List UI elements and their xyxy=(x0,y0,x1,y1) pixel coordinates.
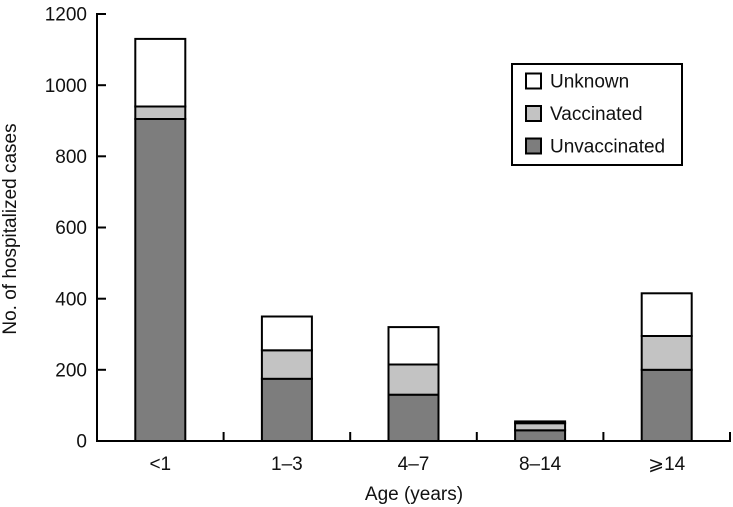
bar-segment-unvaccinated-⩾14 xyxy=(640,368,693,442)
bar-segment-vaccinated-4–7 xyxy=(387,363,440,396)
y-tick-label-400: 400 xyxy=(55,289,87,310)
legend-swatch-unvaccinated xyxy=(525,137,542,155)
legend-box: Unknown Vaccinated Unvaccinated xyxy=(511,63,683,166)
x-axis-title: Age (years) xyxy=(365,484,463,505)
bar-segment-unknown-1–3 xyxy=(260,315,313,352)
x-tick-label-3: 8–14 xyxy=(519,454,562,475)
bar-segment-unknown-8–14 xyxy=(514,420,567,425)
y-tick-label-800: 800 xyxy=(55,147,87,168)
bar-segment-unvaccinated-8–14 xyxy=(514,429,567,442)
bar-segment-unvaccinated-4–7 xyxy=(387,393,440,443)
x-tick-label-4: ⩾14 xyxy=(648,454,685,475)
y-tick-label-0: 0 xyxy=(76,432,87,453)
legend-label-vaccinated: Vaccinated xyxy=(550,104,643,125)
bar-segment-vaccinated-<1 xyxy=(134,105,187,120)
y-tick-label-600: 600 xyxy=(55,218,87,239)
bar-segment-unknown-4–7 xyxy=(387,326,440,366)
y-tick-label-200: 200 xyxy=(55,360,87,381)
legend-swatch-unknown xyxy=(525,72,542,90)
x-tick-label-0: <1 xyxy=(149,454,171,475)
bar-segment-vaccinated-1–3 xyxy=(260,349,313,380)
y-tick-label-1000: 1000 xyxy=(45,76,87,97)
axes-layer: 0 200 400 600 800 1000 1200 <1 1–3 4–7 8–14 ⩾14 xyxy=(45,5,731,475)
bar-segment-vaccinated-8–14 xyxy=(514,422,567,432)
bar-segment-unvaccinated-<1 xyxy=(134,118,187,442)
legend-label-unknown: Unknown xyxy=(550,72,629,93)
x-tick-label-1: 1–3 xyxy=(271,454,303,475)
legend-swatch-vaccinated xyxy=(525,105,542,122)
x-tick-label-2: 4–7 xyxy=(398,454,430,475)
bar-segment-unvaccinated-1–3 xyxy=(260,377,313,443)
bar-segment-vaccinated-⩾14 xyxy=(640,335,693,371)
y-axis-title: No. of hospitalized cases xyxy=(0,123,21,334)
y-tick-label-1200: 1200 xyxy=(45,5,87,26)
bar-segment-unknown-⩾14 xyxy=(640,292,693,337)
bar-segment-unknown-<1 xyxy=(134,37,187,108)
bars-layer xyxy=(134,37,693,443)
legend-label-unvaccinated: Unvaccinated xyxy=(550,137,665,158)
